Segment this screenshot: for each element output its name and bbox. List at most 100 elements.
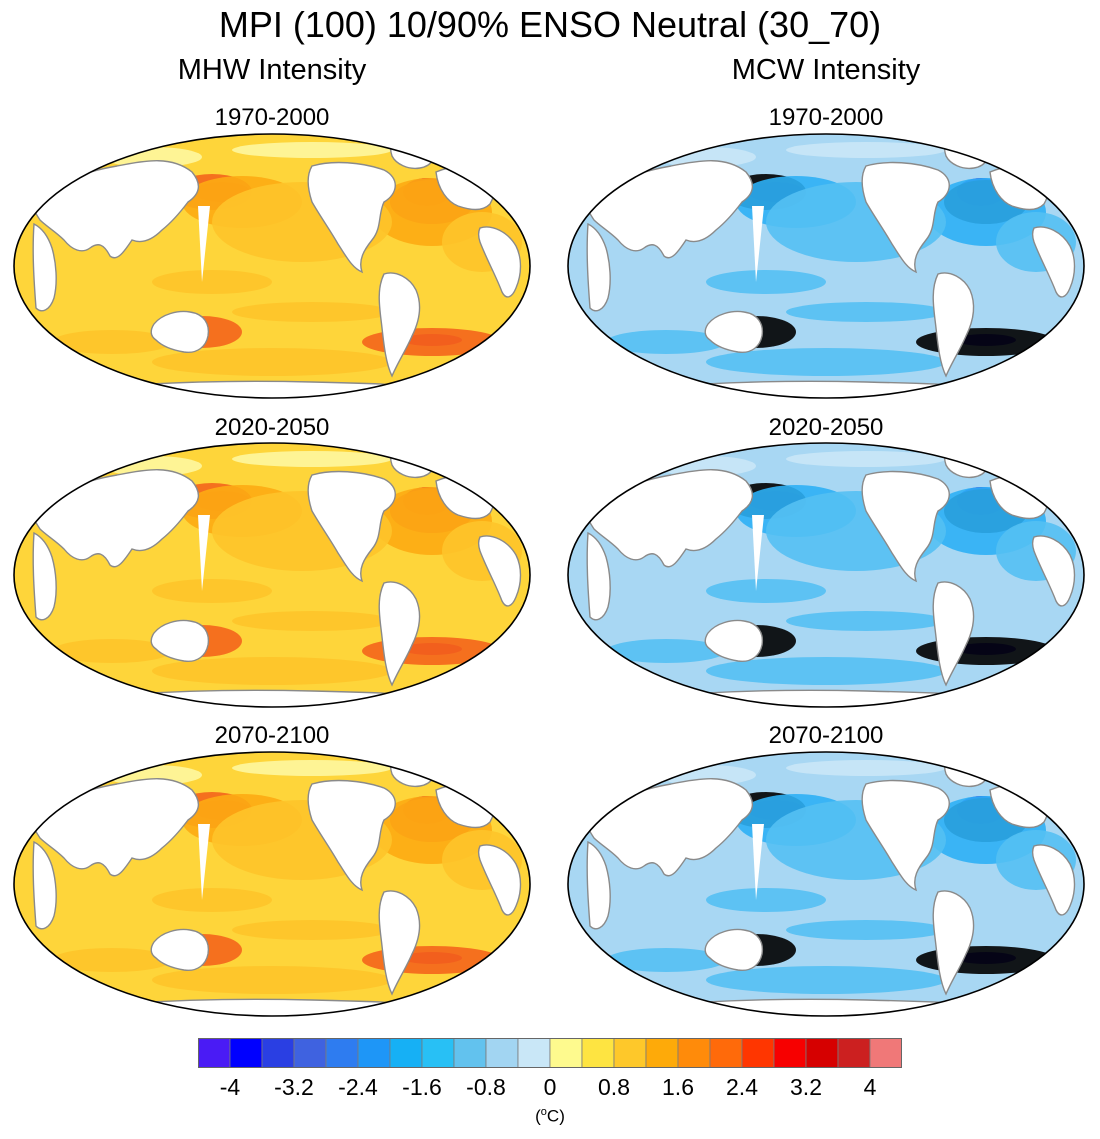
- colorbar-box: [581, 1038, 615, 1068]
- map-border: [567, 442, 1085, 708]
- anomaly-region: [606, 330, 726, 354]
- anomaly-region: [786, 920, 946, 940]
- land-sAmerica: [378, 890, 421, 996]
- land-africa: [586, 222, 611, 312]
- column-title-mhw: MHW Intensity: [177, 54, 367, 86]
- colorbar-box: [293, 1038, 327, 1068]
- colorbar-box: [517, 1038, 551, 1068]
- land-sAmerica: [932, 581, 975, 687]
- land-nAmerica: [861, 779, 950, 892]
- anomaly-region: [232, 760, 392, 776]
- colorbar-box: [773, 1038, 807, 1068]
- anomaly-region: [706, 888, 826, 912]
- land-sAmerica: [378, 272, 421, 378]
- land-australia: [704, 619, 764, 662]
- anomaly-region: [52, 330, 172, 354]
- land-sAmerica: [378, 581, 421, 687]
- column-title-mcw: MCW Intensity: [731, 54, 921, 86]
- land-africaE: [1031, 535, 1076, 607]
- panel-title-mhw-1: 1970-2000: [214, 104, 330, 131]
- anomaly-region: [606, 948, 726, 972]
- map-border: [13, 133, 531, 399]
- land-africa: [32, 531, 57, 621]
- land-sAmerica: [932, 272, 975, 378]
- anomaly-region: [232, 302, 392, 322]
- colorbar-tick-label: 2.4: [726, 1074, 758, 1100]
- land-nAmerica: [861, 161, 950, 274]
- anomaly-region: [232, 451, 392, 467]
- missing-data-wedge: [198, 515, 210, 591]
- colorbar-box: [805, 1038, 839, 1068]
- anomaly-region: [52, 639, 172, 663]
- missing-data-wedge: [752, 515, 764, 591]
- land-asia: [32, 160, 199, 259]
- anomaly-region: [152, 966, 392, 994]
- land-africa: [32, 222, 57, 312]
- land-africaE: [477, 844, 522, 916]
- anomaly-region: [786, 302, 946, 322]
- anomaly-region: [786, 611, 946, 631]
- colorbar-frame: [198, 1038, 902, 1068]
- colorbar-tick-label: -0.8: [466, 1074, 506, 1100]
- colorbar-box: [741, 1038, 775, 1068]
- anomaly-region: [232, 142, 392, 158]
- map-border: [567, 133, 1085, 399]
- colorbar-box: [357, 1038, 391, 1068]
- map-border: [13, 442, 531, 708]
- anomaly-region: [152, 657, 392, 685]
- land-africa: [586, 531, 611, 621]
- land-australia: [704, 310, 764, 353]
- colorbar-tick-label: -4: [219, 1074, 241, 1100]
- anomaly-region: [52, 948, 172, 972]
- anomaly-region: [786, 760, 946, 776]
- colorbar-tick-label: -1.6: [402, 1074, 442, 1100]
- land-africaE: [1031, 844, 1076, 916]
- anomaly-region: [786, 142, 946, 158]
- anomaly-region: [706, 966, 946, 994]
- anomaly-region: [706, 657, 946, 685]
- missing-data-wedge: [198, 206, 210, 282]
- land-asia: [586, 469, 753, 568]
- colorbar-box: [709, 1038, 743, 1068]
- land-africaE: [477, 226, 522, 298]
- colorbar-box: [453, 1038, 487, 1068]
- map-mhw-2020-2050: [13, 442, 531, 708]
- map-mcw-2020-2050: [567, 442, 1085, 708]
- land-nAmerica: [861, 470, 950, 583]
- land-australia: [150, 619, 210, 662]
- colorbar-tick-label: 0.8: [598, 1074, 630, 1100]
- map-border: [13, 751, 531, 1017]
- colorbar-tick-label: 0: [543, 1074, 557, 1100]
- missing-data-wedge: [752, 206, 764, 282]
- land-asia: [586, 778, 753, 877]
- land-nAmerica: [307, 470, 396, 583]
- colorbar-tick-label: 1.6: [662, 1074, 694, 1100]
- land-asia: [32, 469, 199, 568]
- colorbar-units: (oC): [535, 1106, 565, 1126]
- anomaly-region: [152, 270, 272, 294]
- colorbar-tick-label: -3.2: [274, 1074, 314, 1100]
- colorbar-box: [198, 1038, 231, 1068]
- anomaly-region: [152, 888, 272, 912]
- land-sAmerica: [932, 890, 975, 996]
- map-mhw-1970-2000: [13, 133, 531, 399]
- land-australia: [150, 928, 210, 971]
- anomaly-region: [606, 639, 726, 663]
- colorbar-box: [389, 1038, 423, 1068]
- land-australia: [150, 310, 210, 353]
- land-nAmerica: [307, 779, 396, 892]
- missing-data-wedge: [752, 824, 764, 900]
- anomaly-region: [152, 579, 272, 603]
- colorbar-tick-label: -2.4: [338, 1074, 378, 1100]
- missing-data-wedge: [198, 824, 210, 900]
- colorbar-box: [613, 1038, 647, 1068]
- colorbar-box: [837, 1038, 871, 1068]
- anomaly-region: [152, 348, 392, 376]
- colorbar-box: [421, 1038, 455, 1068]
- panel-title-mhw-2: 2020-2050: [214, 414, 330, 441]
- colorbar-box: [261, 1038, 295, 1068]
- land-africaE: [1031, 226, 1076, 298]
- map-mcw-1970-2000: [567, 133, 1085, 399]
- land-africa: [32, 840, 57, 930]
- colorbar-box: [485, 1038, 519, 1068]
